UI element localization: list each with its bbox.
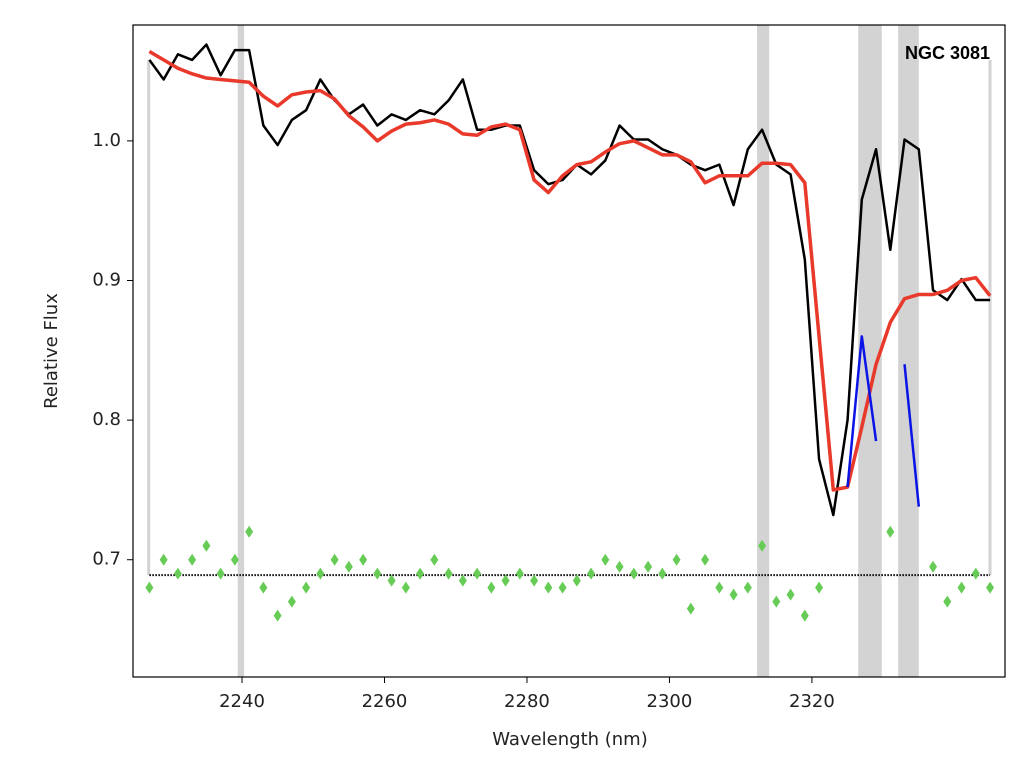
residual-marker (458, 574, 467, 587)
residual-marker (572, 574, 581, 587)
residual-marker (359, 553, 368, 566)
residual-marker (330, 553, 339, 566)
residual-marker (401, 581, 410, 594)
residual-marker (473, 567, 482, 580)
masked-region (898, 25, 919, 677)
residual-marker (302, 581, 311, 594)
residual-marker (943, 595, 952, 608)
residual-marker (986, 581, 995, 594)
residual-marker (644, 560, 653, 573)
residual-marker (957, 581, 966, 594)
masked-region (757, 25, 770, 677)
masked-region (237, 25, 245, 677)
residual-marker (316, 567, 325, 580)
residual-marker (658, 567, 667, 580)
residual-marker (416, 567, 425, 580)
residual-marker (230, 553, 239, 566)
x-tick-label: 2320 (789, 691, 835, 712)
y-tick-label: 0.8 (92, 409, 121, 430)
residual-marker (444, 567, 453, 580)
y-tick-label: 1.0 (92, 130, 121, 151)
residual-marker (971, 567, 980, 580)
residual-marker (530, 574, 539, 587)
x-tick-label: 2300 (647, 691, 693, 712)
residual-marker (373, 567, 382, 580)
series-line (846, 335, 878, 488)
y-tick-label: 0.7 (92, 549, 121, 570)
residual-marker (601, 553, 610, 566)
residual-marker (886, 525, 895, 538)
residual-marker (758, 539, 767, 552)
residual-marker (701, 553, 710, 566)
x-axis-label: Wavelength (nm) (492, 729, 648, 750)
residual-marker (344, 560, 353, 573)
x-tick-label: 2260 (362, 691, 408, 712)
residual-marker (929, 560, 938, 573)
residual-marker (686, 602, 695, 615)
residual-marker (672, 553, 681, 566)
residual-marker (800, 609, 809, 622)
residual-marker (715, 581, 724, 594)
residual-marker (188, 553, 197, 566)
residual-marker (743, 581, 752, 594)
residual-marker (515, 567, 524, 580)
series-line (148, 50, 992, 492)
residual-marker (558, 581, 567, 594)
residual-marker (587, 567, 596, 580)
residual-marker (216, 567, 225, 580)
residual-marker (786, 588, 795, 601)
residual-marker (629, 567, 638, 580)
residual-marker (145, 581, 154, 594)
annotation: NGC 3081 (905, 43, 990, 63)
residual-marker (159, 553, 168, 566)
residual-marker (173, 567, 182, 580)
series-line (903, 364, 921, 507)
masked-region (858, 25, 882, 677)
residual-marker (259, 581, 268, 594)
residual-marker (772, 595, 781, 608)
residual-marker (287, 595, 296, 608)
residual-marker (273, 609, 282, 622)
residual-marker (815, 581, 824, 594)
residual-marker (544, 581, 553, 594)
residual-marker (430, 553, 439, 566)
plot-frame (132, 24, 1006, 678)
x-tick-label: 2240 (219, 691, 265, 712)
residual-marker (615, 560, 624, 573)
y-axis-label: Relative Flux (41, 293, 62, 409)
y-tick-label: 0.9 (92, 269, 121, 290)
residual-marker (501, 574, 510, 587)
residual-marker (202, 539, 211, 552)
residual-marker (387, 574, 396, 587)
x-tick-label: 2280 (504, 691, 550, 712)
residual-marker (245, 525, 254, 538)
residual-marker (487, 581, 496, 594)
residual-marker (729, 588, 738, 601)
